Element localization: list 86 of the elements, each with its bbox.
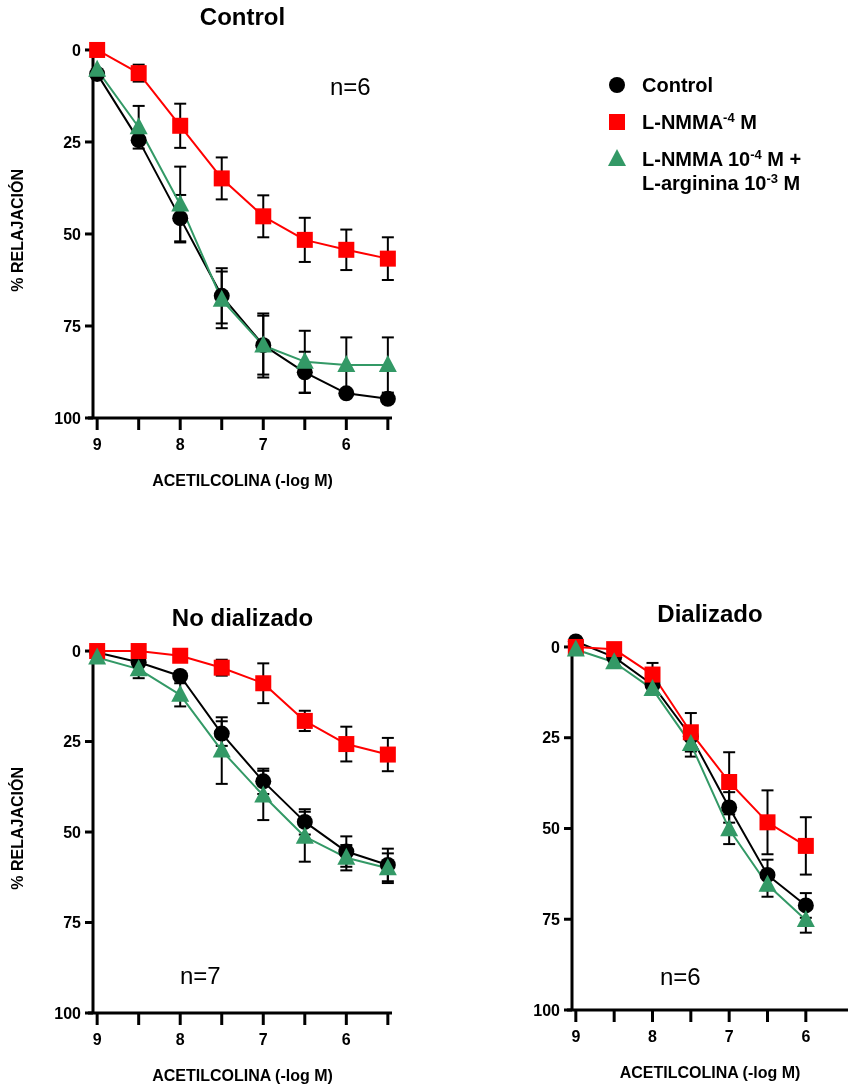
point	[681, 733, 700, 751]
x-tick-label: 9	[92, 1031, 102, 1048]
point	[643, 679, 662, 697]
point	[721, 774, 738, 791]
y-axis-title: % RELAJACIÓN	[8, 168, 26, 292]
point	[296, 712, 313, 729]
point	[644, 666, 661, 683]
y-tick-label: 75	[63, 317, 82, 335]
chart-title: Dializado	[657, 599, 763, 627]
point	[172, 668, 189, 685]
point	[606, 641, 623, 658]
point	[130, 643, 147, 660]
point	[213, 170, 230, 187]
point	[171, 684, 190, 702]
point	[213, 725, 230, 742]
point	[797, 897, 814, 914]
y-tick-label: 25	[542, 729, 561, 747]
y-tick-label: 100	[533, 1001, 561, 1019]
x-tick-label: 8	[648, 1028, 658, 1045]
point	[88, 59, 107, 77]
point	[796, 909, 815, 927]
point	[758, 874, 777, 892]
point	[797, 837, 814, 854]
y-axis-title: % RELAJACIÓN	[8, 767, 26, 890]
annotation: n=7	[180, 961, 221, 989]
x-axis-title: ACETILCOLINA (-log M)	[152, 472, 333, 489]
point	[296, 231, 313, 248]
y-tick-label: 50	[63, 225, 82, 243]
x-tick-label: 7	[258, 1031, 268, 1048]
y-tick-label: 50	[542, 820, 561, 838]
point	[88, 647, 107, 665]
point	[130, 132, 147, 149]
x-tick-label: 6	[341, 436, 351, 453]
point	[172, 647, 189, 664]
point	[255, 773, 272, 790]
point	[295, 351, 314, 369]
y-tick-label: 0	[72, 41, 82, 59]
point	[337, 355, 356, 372]
x-tick-label: 6	[801, 1028, 811, 1045]
point	[212, 740, 231, 758]
x-tick-label: 6	[341, 1031, 351, 1048]
point	[605, 652, 624, 670]
y-tick-label: 100	[54, 409, 82, 427]
y-tick-label: 50	[63, 823, 82, 841]
annotation: n=6	[330, 72, 371, 100]
x-tick-label: 9	[92, 436, 102, 453]
y-tick-label: 75	[63, 914, 82, 932]
y-tick-label: 0	[551, 638, 561, 656]
x-tick-label: 7	[724, 1028, 734, 1045]
point	[172, 117, 189, 134]
y-tick-label: 75	[542, 910, 561, 928]
point	[254, 785, 273, 803]
point	[338, 385, 355, 402]
x-axis-title: ACETILCOLINA (-log M)	[619, 1064, 801, 1081]
point	[379, 390, 396, 407]
point	[338, 736, 355, 753]
y-tick-label: 100	[54, 1004, 82, 1022]
x-tick-label: 8	[175, 436, 185, 453]
point	[89, 41, 106, 58]
x-tick-label: 9	[571, 1028, 581, 1045]
x-tick-label: 8	[175, 1031, 185, 1048]
legend-label: Control	[642, 74, 714, 96]
chart-title: No dializado	[171, 603, 314, 631]
point	[338, 241, 355, 258]
point	[172, 210, 189, 227]
point	[255, 675, 272, 692]
point	[171, 194, 190, 212]
annotation: n=6	[660, 962, 701, 990]
point	[379, 250, 396, 267]
point	[295, 826, 314, 844]
point	[255, 208, 272, 225]
point	[129, 117, 148, 135]
point	[720, 819, 739, 837]
point	[682, 724, 699, 741]
x-tick-label: 7	[258, 436, 268, 453]
point	[378, 355, 397, 372]
y-tick-label: 0	[72, 642, 82, 660]
y-tick-label: 25	[63, 733, 82, 751]
point	[759, 814, 776, 831]
y-tick-label: 25	[63, 133, 82, 151]
point	[379, 746, 396, 763]
legend-label: L-NMMA$^{-4}$ M	[642, 109, 757, 133]
legend-label: L-NMMA 10$^{-4}$ M + L-arginina 10$^{-3}$ M	[642, 146, 802, 194]
point	[721, 799, 738, 816]
chart-title: Control	[199, 2, 286, 30]
x-axis-title: ACETILCOLINA (-log M)	[152, 1067, 333, 1084]
